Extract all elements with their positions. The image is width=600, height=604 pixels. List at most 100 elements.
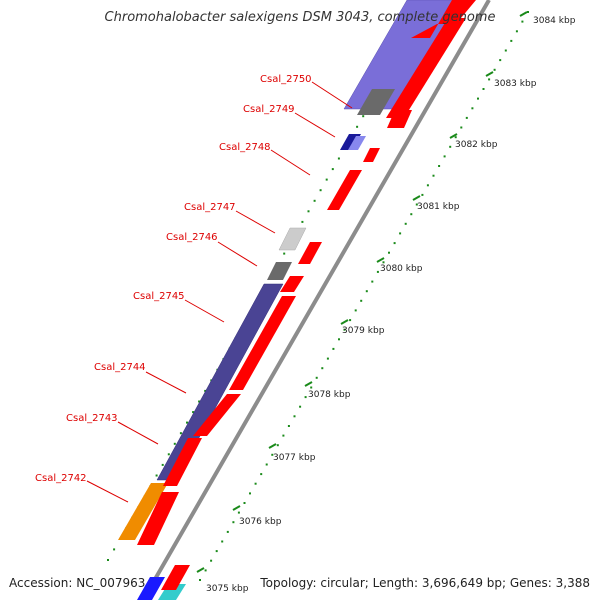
cds-arrow-2749b [387,110,412,128]
feature-bar-2745-a [267,262,292,280]
track-dot [521,20,524,23]
track-dot [232,521,235,524]
track-dot [415,203,418,206]
cds-arrow-bottom [161,565,190,590]
accession-text: Accession: NC_007963 [9,576,146,590]
track-dot [226,530,229,533]
feature-bar-2750-b [357,89,395,115]
track-dot [399,232,402,235]
track-dot [265,463,268,466]
track-dot [449,145,452,148]
track-dot [360,299,363,302]
track-dot [315,376,318,379]
track-dot [471,107,474,110]
cds-arrow-2750-body [386,18,466,118]
track-dot [365,290,368,293]
track-dot [299,405,302,408]
leader-line-2749 [294,112,336,138]
gene-label-2743: Csal_2743 [66,413,118,424]
track-dot [362,115,365,118]
scale-label-3078: 3078 kbp [308,390,351,400]
track-dot [260,473,263,476]
track-dot [382,261,385,264]
feature-bar-bottom-cyan [158,584,186,600]
leader-line-2747 [235,210,276,234]
track-dot [198,400,201,403]
track-dot [371,280,374,283]
cds-arrow-2748 [327,170,362,210]
track-dot [107,559,109,561]
track-dot [376,270,379,273]
cds-arrow-2742 [137,492,179,545]
feature-bar-bottom-blue [137,577,165,600]
track-dot [210,559,213,562]
track-dot [510,39,513,42]
track-dot [438,165,441,167]
track-dot [421,193,424,196]
track-dot [493,68,496,71]
scale-label-3076: 3076 kbp [239,517,282,527]
track-dot [410,213,413,216]
track-dot [167,453,170,456]
track-dot [254,482,257,485]
scale-tick-3082 [449,133,458,139]
scale-tick-3083 [485,71,494,77]
track-dot [460,126,463,129]
track-dot [243,502,246,504]
leader-line-2746 [217,241,258,267]
track-dot [186,421,188,424]
cds-arrow-2745-body [229,296,296,390]
track-dot [349,319,352,322]
cds-arrow-2745 [280,276,304,292]
track-dot [319,189,322,192]
track-dot [504,49,507,52]
track-dot [354,309,357,312]
track-dot [301,220,304,223]
gene-label-2745: Csal_2745 [133,291,185,302]
scale-tick-3075 [196,567,205,573]
track-dot [313,199,316,202]
track-dot [287,425,290,427]
scale-label-3079: 3079 kbp [342,326,385,336]
track-dot [325,178,328,181]
feature-bar-2749-b [348,136,366,150]
genome-backbone [136,0,490,603]
track-dot [426,184,429,187]
gene-label-2750: Csal_2750 [260,74,312,85]
leader-line-2742 [86,480,129,503]
track-dot [155,474,158,477]
scale-tick-3079 [340,319,349,325]
scale-tick-3076 [232,505,241,511]
feature-bar-2747 [278,227,307,251]
gene-label-2746: Csal_2746 [166,232,218,243]
gene-label-2742: Csal_2742 [35,473,87,484]
track-dot [488,78,491,81]
track-dot [337,157,340,160]
gene-label-2747: Csal_2747 [184,202,236,213]
inner-dotted-track [199,11,529,581]
track-dot [388,251,390,254]
track-dot [404,222,407,225]
track-dot [293,415,296,418]
track-dot [331,168,334,171]
track-dot [432,174,435,177]
scale-labels: 3084 kbp 3083 kbp 3082 kbp 3081 kbp 3080… [196,11,576,594]
cds-arrow-2750 [411,0,476,38]
track-dot [283,252,286,255]
track-dot [192,411,195,414]
track-dot [161,463,164,466]
leader-line-2748 [270,149,311,176]
track-dot [113,548,116,551]
scale-tick-3078 [304,381,313,387]
scale-tick-3081 [412,195,421,201]
track-dot [221,540,224,543]
track-dot [332,347,335,350]
track-dot [454,136,457,139]
cds-arrow-2746 [298,242,322,264]
leader-line-2743 [117,421,159,445]
track-dot [321,367,324,370]
feature-bar-2742 [118,483,168,540]
track-dot [271,453,274,456]
